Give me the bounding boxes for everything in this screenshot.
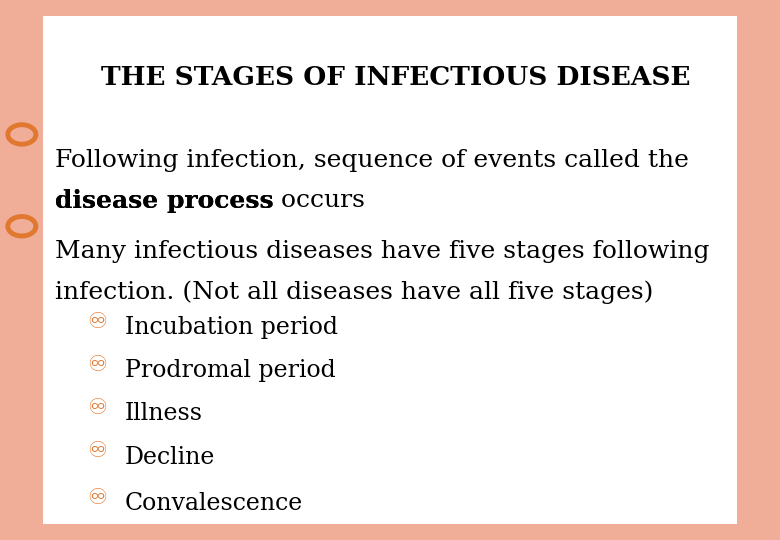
Text: Following infection, sequence of events called the: Following infection, sequence of events … — [55, 148, 689, 172]
Circle shape — [694, 482, 733, 521]
Text: Decline: Decline — [125, 446, 215, 469]
Text: ♾: ♾ — [87, 441, 108, 461]
Text: infection. (Not all diseases have all five stages): infection. (Not all diseases have all fi… — [55, 281, 653, 305]
Text: Illness: Illness — [125, 402, 203, 426]
Text: occurs: occurs — [273, 189, 365, 212]
Text: disease process: disease process — [55, 189, 273, 213]
Text: disease process: disease process — [55, 189, 273, 213]
Text: ♾: ♾ — [87, 312, 108, 332]
Text: Prodromal period: Prodromal period — [125, 359, 335, 382]
Text: 16: 16 — [703, 494, 725, 509]
Text: ♾: ♾ — [87, 355, 108, 375]
Text: ♾: ♾ — [87, 398, 108, 418]
Text: Many infectious diseases have five stages following: Many infectious diseases have five stage… — [55, 240, 709, 264]
Text: Incubation period: Incubation period — [125, 316, 338, 339]
Text: ♾: ♾ — [87, 488, 108, 508]
Text: THE STAGES OF INFECTIOUS DISEASE: THE STAGES OF INFECTIOUS DISEASE — [101, 65, 691, 90]
Text: Convalescence: Convalescence — [125, 492, 303, 516]
